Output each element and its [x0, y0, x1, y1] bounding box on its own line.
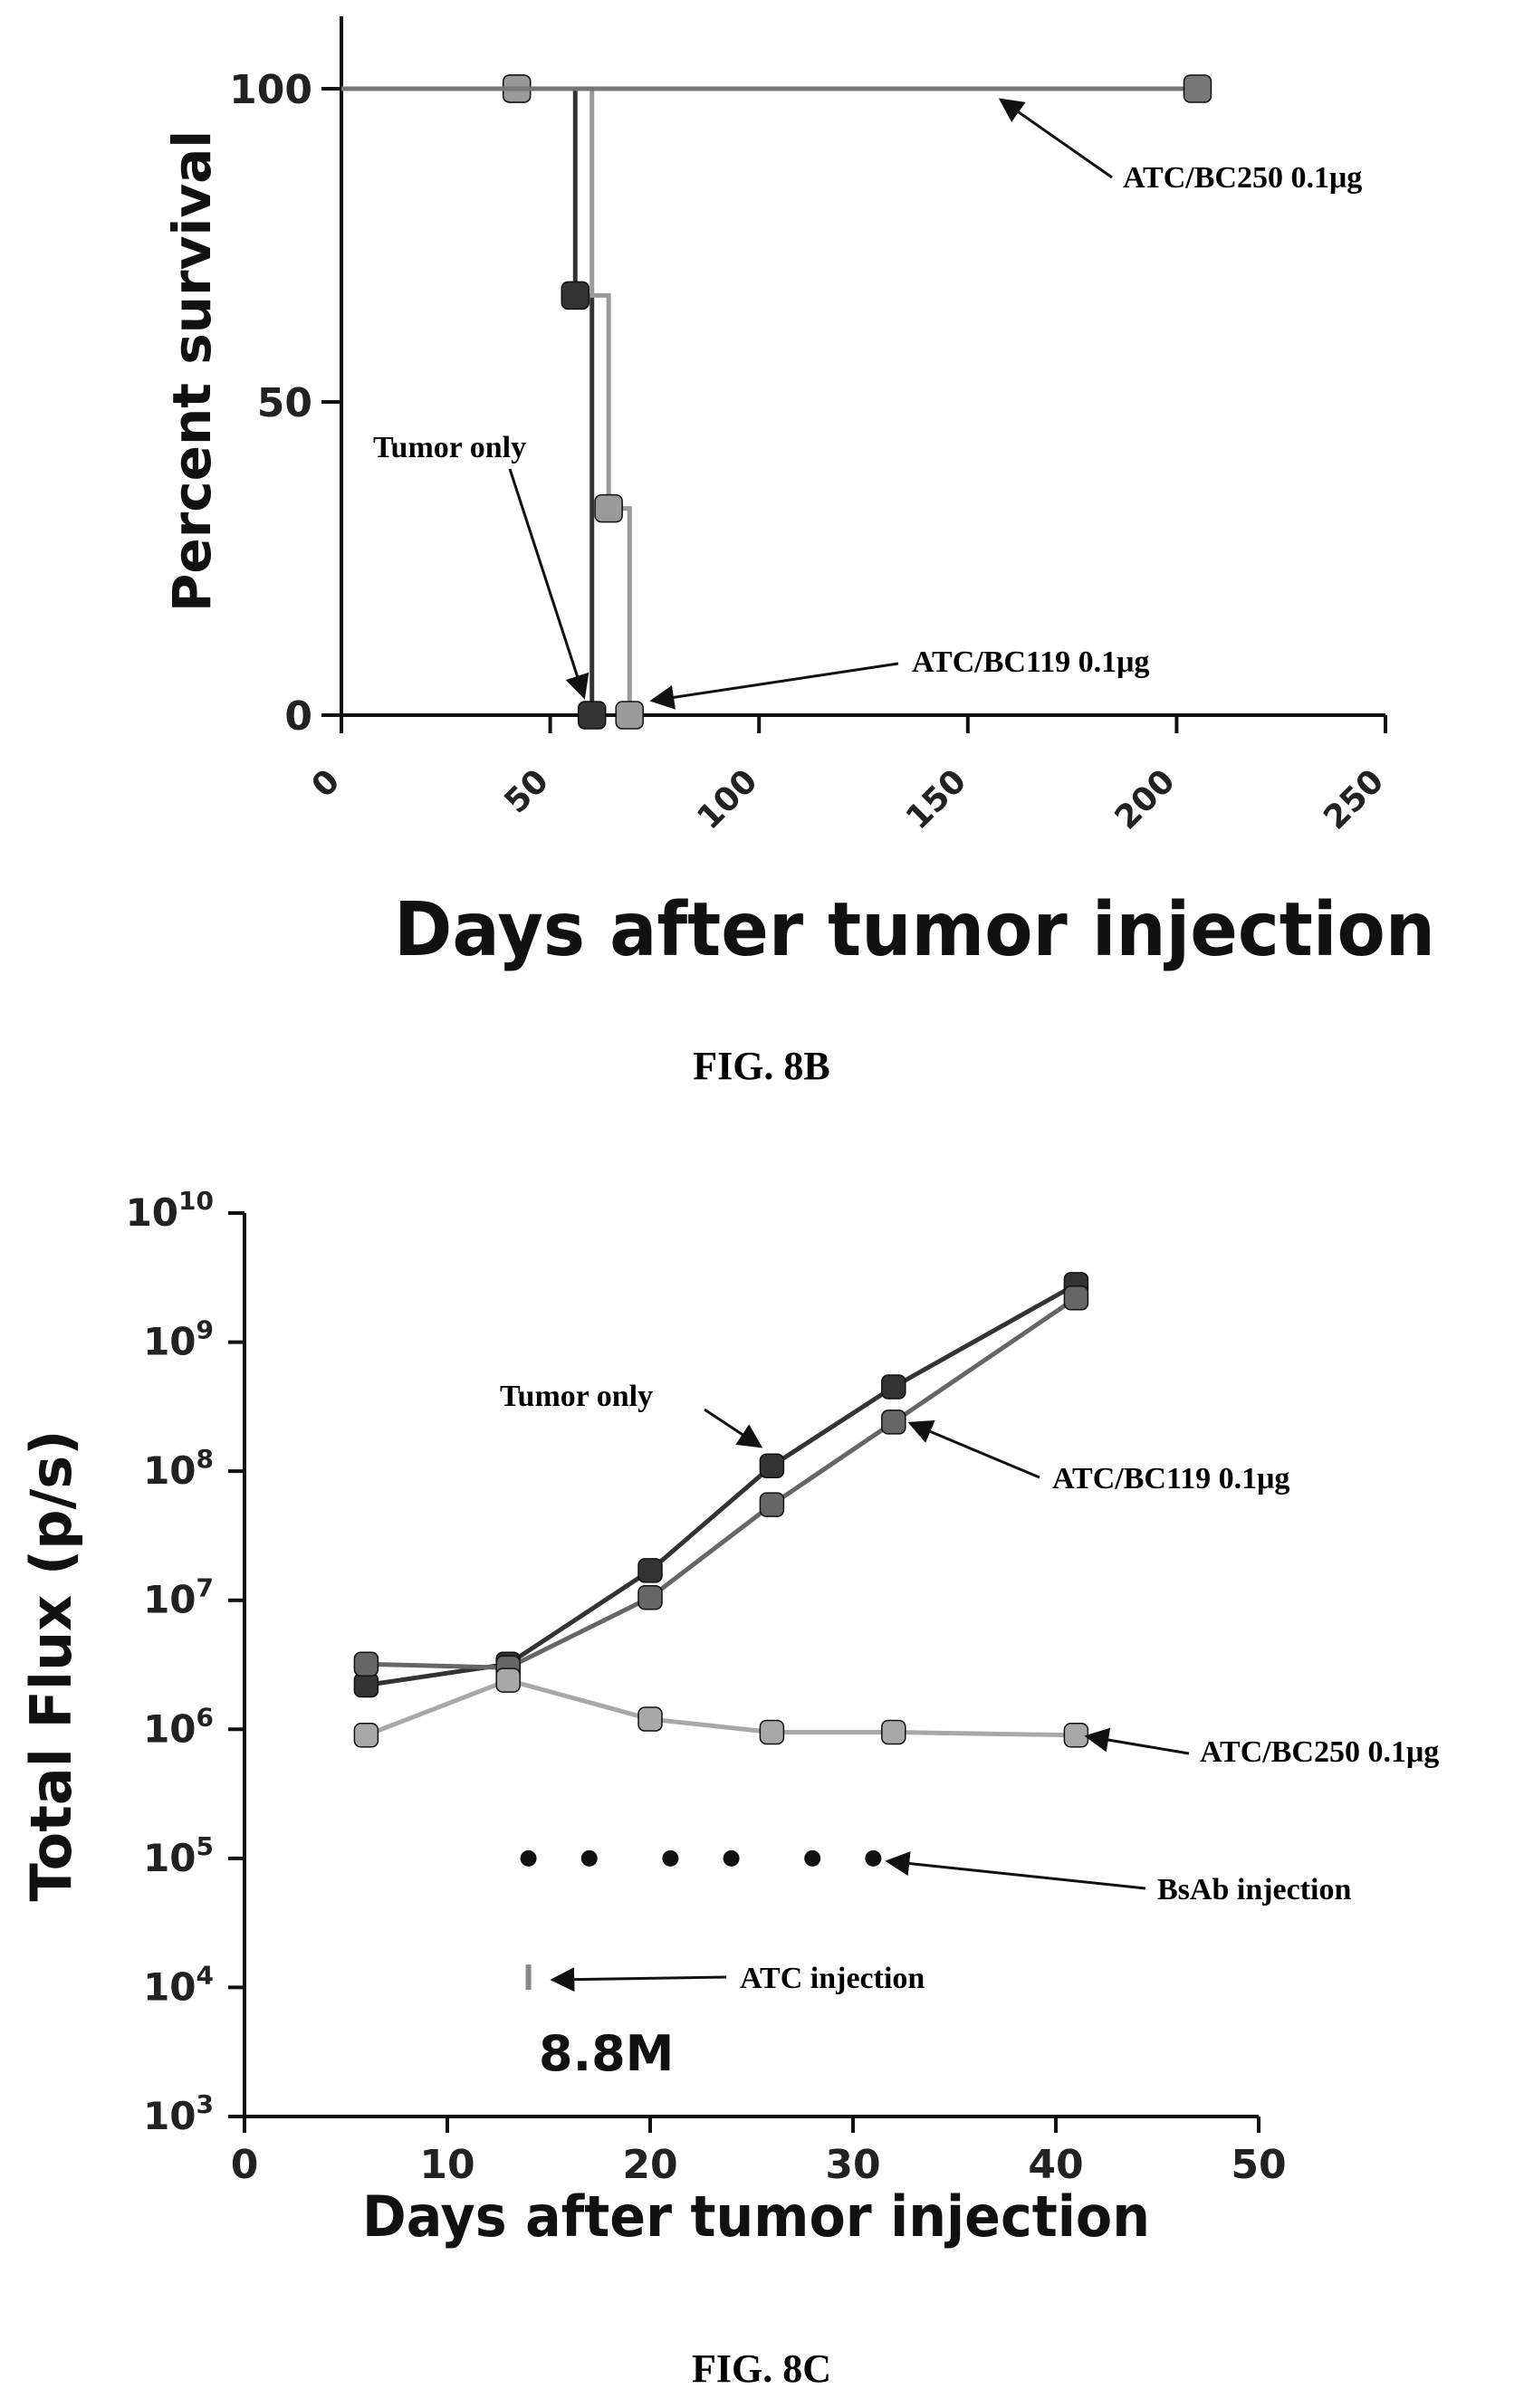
survival-annotation-tumor-only: Tumor only	[373, 431, 526, 464]
flux-x-tick-label: 40	[1028, 2142, 1083, 2188]
flux-line-atc-bc119-0-1-g	[366, 1295, 1078, 1670]
survival-x-ticks: 0 50 100 150 200 250	[305, 715, 1391, 837]
bsab-injection-marker	[520, 1849, 537, 1867]
flux-x-tick-label: 30	[825, 2142, 880, 2188]
flux-arrow-tumor-only	[704, 1408, 763, 1448]
flux-marker-tumor-only	[881, 1374, 906, 1400]
flux-annotation-tumor-only: Tumor only	[500, 1380, 653, 1413]
survival-axes	[340, 16, 1385, 717]
survival-y-ticks: 0 50 100	[229, 67, 341, 740]
bsab-injection-marker	[723, 1849, 740, 1867]
flux-y-tick-label: 107	[143, 1573, 214, 1622]
survival-y-tick-label: 0	[284, 693, 312, 740]
survival-annotation-bc250: ATC/BC250 0.1μg	[1123, 161, 1362, 195]
survival-line-atc-bc119-0-1-g	[341, 86, 632, 715]
flux-marker-atc-bc119-0-1-g	[1063, 1285, 1089, 1311]
survival-arrow-bc119	[649, 662, 899, 710]
flux-line-atc-bc250-0-1-g	[365, 1677, 1077, 1738]
survival-y-axis-title: Percent survival	[161, 130, 223, 612]
survival-x-tick-label: 200	[1108, 762, 1183, 836]
flux-axes	[243, 1213, 1259, 2118]
survival-arrow-bc250	[998, 98, 1113, 179]
flux-x-ticks: 0 10 20 30 40 50	[231, 2117, 1287, 2188]
flux-y-axis-title: Total Flux (p/s)	[18, 1430, 84, 1902]
survival-x-tick-label: 0	[305, 762, 348, 805]
bsab-injection-marker	[804, 1849, 821, 1867]
survival-y-tick-label: 100	[229, 67, 312, 113]
flux-x-tick-label: 50	[1231, 2142, 1286, 2188]
survival-marker-atc-bc119-0-1-g	[615, 701, 644, 730]
flux-marker-tumor-only	[759, 1453, 785, 1478]
flux-injection-markers	[520, 1849, 882, 1991]
survival-x-tick-label: 50	[498, 762, 556, 820]
flux-annotation-bc250: ATC/BC250 0.1μg	[1200, 1735, 1439, 1769]
survival-x-tick-label: 250	[1317, 762, 1391, 836]
flux-y-tick-label: 105	[143, 1831, 214, 1880]
flux-arrow-bc250	[1084, 1727, 1190, 1755]
survival-line-tumor-only	[341, 86, 595, 715]
survival-arrow-tumor-only	[508, 468, 589, 700]
flux-line-tumor-only	[366, 1282, 1078, 1687]
survival-marker-atc-bc119-0-1-g	[594, 493, 623, 523]
flux-marker-atc-bc119-0-1-g	[637, 1584, 663, 1610]
flux-marker-atc-bc250-0-1-g	[637, 1706, 663, 1732]
flux-y-tick-label: 109	[143, 1315, 214, 1364]
flux-y-ticks: 103 104 105 106 107 108 109 1010	[126, 1186, 244, 2138]
survival-marker-tumor-only	[561, 281, 590, 311]
survival-series	[341, 74, 1212, 730]
flux-marker-atc-bc250-0-1-g	[353, 1723, 379, 1748]
flux-arrow-atc-injection	[550, 1967, 727, 1992]
flux-chart: 103 104 105 106 107 108 109 1010 0 10 20 30 40 50 To…	[18, 1186, 1439, 2391]
flux-annotation-bc119: ATC/BC119 0.1μg	[1052, 1462, 1289, 1495]
figure-8c-caption: FIG. 8C	[692, 2346, 831, 2391]
flux-series	[353, 1272, 1089, 1748]
atc-injection-marker	[525, 1964, 532, 1991]
bsab-injection-marker	[865, 1849, 882, 1867]
flux-marker-atc-bc119-0-1-g	[881, 1409, 906, 1435]
flux-marker-atc-bc119-0-1-g	[353, 1651, 379, 1677]
flux-x-tick-label: 0	[231, 2142, 259, 2188]
flux-marker-atc-bc250-0-1-g	[1063, 1723, 1089, 1748]
flux-y-tick-label: 106	[143, 1702, 214, 1751]
survival-x-axis-title: Days after tumor injection	[394, 887, 1435, 973]
flux-x-axis-title: Days after tumor injection	[362, 2183, 1150, 2250]
flux-y-tick-label: 1010	[126, 1186, 214, 1235]
bsab-injection-marker	[662, 1849, 679, 1867]
survival-y-tick-label: 50	[257, 380, 312, 426]
flux-annotation-atc-injection: ATC injection	[740, 1962, 925, 1995]
flux-marker-tumor-only	[637, 1558, 663, 1583]
flux-y-tick-label: 108	[143, 1444, 214, 1493]
survival-annotation-bc119: ATC/BC119 0.1μg	[912, 645, 1149, 679]
survival-x-tick-label: 150	[899, 762, 973, 836]
flux-x-tick-label: 20	[622, 2142, 677, 2188]
flux-marker-atc-bc250-0-1-g	[881, 1719, 906, 1745]
survival-marker-tumor-only	[577, 701, 607, 730]
survival-marker-atc-bc250-0-1-g	[1183, 74, 1212, 103]
flux-annotation-88m: 8.8M	[539, 2025, 674, 2082]
flux-marker-tumor-only	[353, 1672, 379, 1698]
flux-marker-atc-bc119-0-1-g	[759, 1492, 785, 1517]
flux-marker-atc-bc250-0-1-g	[495, 1667, 521, 1693]
flux-y-tick-label: 103	[143, 2089, 214, 2138]
flux-x-tick-label: 10	[419, 2142, 474, 2188]
flux-marker-atc-bc250-0-1-g	[759, 1719, 785, 1745]
flux-y-tick-label: 104	[143, 1960, 214, 2009]
bsab-injection-marker	[580, 1849, 598, 1867]
survival-x-tick-label: 100	[690, 762, 764, 836]
figure-8b-caption: FIG. 8B	[693, 1044, 830, 1088]
flux-arrow-bsab-injection	[885, 1851, 1146, 1890]
flux-annotation-bsab-injection: BsAb injection	[1157, 1873, 1352, 1906]
flux-arrow-bc119	[907, 1419, 1040, 1479]
